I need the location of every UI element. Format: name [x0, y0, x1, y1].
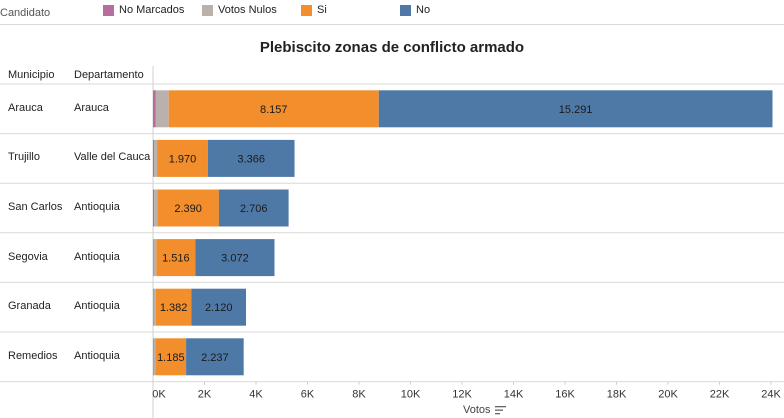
bar-segment — [153, 239, 154, 277]
header-departamento: Departamento — [74, 69, 144, 81]
legend: Candidato No Marcados Votos Nulos Si No — [0, 0, 784, 25]
x-axis-title-text: Votos — [463, 404, 491, 416]
bar-segment — [186, 338, 244, 376]
x-tick-label: 10K — [401, 389, 421, 401]
row-label-municipio: Remedios — [8, 349, 58, 362]
bar-segment — [153, 288, 156, 326]
row-label-municipio: Trujillo — [8, 151, 40, 164]
legend-item-votos-nulos[interactable]: Votos Nulos — [202, 4, 277, 16]
header-municipio: Municipio — [8, 69, 55, 81]
bar-segment — [154, 189, 158, 227]
row-label-municipio: Segovia — [8, 250, 48, 263]
row-label-departamento: Antioquia — [74, 349, 120, 362]
x-tick-label: 14K — [504, 389, 524, 401]
bar-data-label: 2.237 — [201, 352, 229, 364]
bar-data-label: 2.706 — [240, 203, 268, 215]
bar-data-label: 8.157 — [260, 104, 288, 116]
x-tick-label: 0K — [152, 389, 166, 401]
row-label-departamento: Antioquia — [74, 300, 120, 313]
x-tick-label: 20K — [658, 389, 678, 401]
legend-label: No Marcados — [119, 4, 185, 16]
bar-segment — [153, 288, 154, 326]
x-tick-label: 2K — [198, 389, 212, 401]
row-label-municipio: Granada — [8, 300, 51, 313]
x-tick-label: 18K — [607, 389, 627, 401]
row-label-departamento: Antioquia — [74, 201, 120, 213]
row-label-municipio: Arauca — [8, 101, 43, 114]
x-tick-label: 24K — [761, 389, 781, 401]
x-tick-label: 6K — [301, 389, 315, 401]
bar-segment — [157, 139, 208, 177]
x-tick-label: 12K — [452, 389, 472, 401]
row-label-municipio: San Carlos — [8, 201, 63, 213]
chart-title: Plebiscito zonas de conflicto armado — [259, 39, 525, 56]
bar-segment — [218, 189, 289, 227]
legend-label: Votos Nulos — [218, 4, 277, 16]
x-tick-label: 4K — [249, 389, 263, 401]
bar-data-label: 1.382 — [160, 302, 188, 314]
bar-data-label: 1.516 — [162, 253, 190, 265]
x-tick-label: 8K — [352, 389, 366, 401]
bar-data-label: 2.390 — [174, 203, 202, 215]
bar-segment — [155, 338, 187, 376]
bar-segment — [168, 90, 379, 128]
sort-icon[interactable] — [494, 405, 507, 415]
legend-swatch — [202, 4, 213, 16]
row-label-departamento: Arauca — [74, 101, 109, 114]
legend-item-no-marcados[interactable]: No Marcados — [103, 4, 184, 16]
bar-segment — [157, 189, 219, 227]
legend-item-si[interactable]: Si — [301, 4, 327, 16]
bar-segment — [154, 139, 158, 177]
x-tick-label: 22K — [710, 389, 730, 401]
legend-swatch — [103, 4, 114, 16]
bar-segment — [153, 338, 156, 376]
row-label-departamento: Antioquia — [74, 250, 120, 263]
x-axis-title[interactable]: Votos — [463, 404, 507, 416]
legend-field-label: Candidato — [0, 7, 51, 19]
bar-segment — [155, 90, 169, 128]
bar-data-label: 3.072 — [221, 253, 249, 265]
x-tick-label: 16K — [555, 389, 575, 401]
bar-segment — [153, 189, 155, 227]
bar-segment — [378, 90, 773, 128]
bar-segment — [153, 139, 155, 177]
bar-segment — [153, 338, 154, 376]
legend-label: Si — [317, 4, 327, 16]
bar-segment — [155, 288, 192, 326]
bar-segment — [207, 139, 295, 177]
row-label-departamento: Valle del Cauca — [74, 151, 151, 164]
legend-swatch — [301, 4, 312, 16]
bar-data-label: 1.185 — [157, 352, 185, 364]
bar-data-label: 1.970 — [169, 153, 197, 165]
bar-data-label: 3.366 — [237, 153, 265, 165]
bar-segment — [156, 239, 196, 277]
bar-segment — [191, 288, 247, 326]
legend-swatch — [400, 4, 411, 16]
legend-item-no[interactable]: No — [400, 4, 430, 16]
bar-segment — [195, 239, 275, 277]
bar-segment — [153, 239, 157, 277]
legend-label: No — [416, 4, 431, 16]
bar-data-label: 15.291 — [559, 104, 593, 116]
bar-segment — [153, 90, 156, 128]
bar-data-label: 2.120 — [205, 302, 233, 314]
